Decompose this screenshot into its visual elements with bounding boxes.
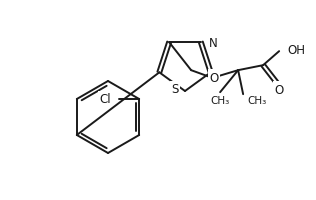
Text: OH: OH — [287, 43, 305, 56]
Text: S: S — [172, 83, 179, 96]
Text: O: O — [210, 71, 219, 84]
Text: CH₃: CH₃ — [210, 96, 230, 106]
Text: Cl: Cl — [100, 93, 111, 106]
Text: O: O — [275, 83, 284, 96]
Text: N: N — [209, 36, 218, 49]
Text: CH₃: CH₃ — [247, 96, 267, 106]
